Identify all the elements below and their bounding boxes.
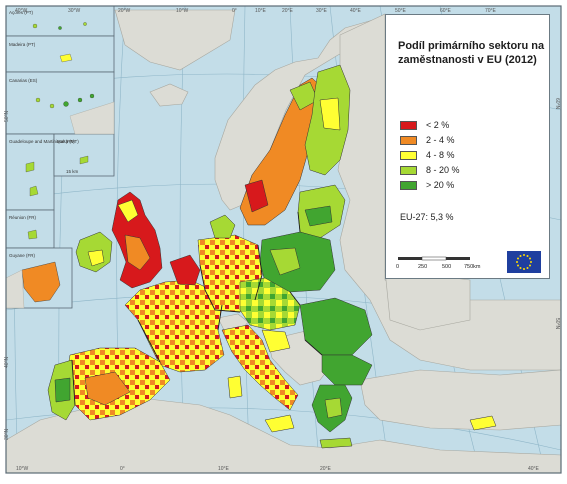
inset-label-azores: Açores (PT) (9, 10, 34, 15)
right-label-0: 60°N (554, 98, 560, 110)
top-label-2: 20°W (118, 8, 131, 14)
legend-panel: Podíl primárního sektoru na zaměstnanost… (385, 14, 550, 279)
legend-item-4-8: 4 - 8 % (400, 150, 455, 160)
legend-swatch (400, 120, 417, 130)
legend-label: 4 - 8 % (426, 150, 455, 160)
top-label-7: 30°E (316, 8, 328, 14)
bottom-label-1: 0° (120, 466, 125, 472)
scale-tick: 500 (442, 264, 451, 270)
inset-scale-label: 15 km (66, 169, 79, 174)
top-label-1: 30°W (68, 8, 81, 14)
eu-flag-icon (507, 251, 541, 273)
legend-label: 2 - 4 % (426, 135, 455, 145)
top-label-9: 50°E (395, 8, 407, 14)
inset-labels: Açores (PT) Madeira (PT) Canarias (ES) G… (9, 10, 79, 258)
top-label-4: 0° (232, 8, 237, 14)
scale-tick: 750km (464, 264, 481, 270)
scale-segment (421, 256, 447, 261)
legend-swatch (400, 150, 417, 160)
right-label-1: 50°N (554, 318, 560, 330)
scale-segment (398, 257, 422, 260)
scale-tick: 0 (396, 264, 399, 270)
top-label-8: 40°E (350, 8, 362, 14)
map-title: Podíl primárního sektoru na zaměstnanost… (398, 40, 545, 66)
left-label-0: 50°N (4, 110, 10, 122)
eu-land (47, 64, 497, 449)
left-label-2: 30°N (4, 428, 10, 440)
top-label-10: 60°E (440, 8, 452, 14)
legend-swatch (400, 135, 417, 145)
inset-label-guyane: Guyane (FR) (9, 253, 36, 258)
legend-label: < 2 % (426, 120, 450, 130)
country-borders (71, 211, 323, 406)
legend-label: > 20 % (426, 180, 455, 190)
legend-item-lt2: < 2 % (400, 120, 449, 130)
legend-label: 8 - 20 % (426, 165, 460, 175)
bottom-label-0: 10°W (16, 466, 29, 472)
bottom-label-3: 20°E (320, 466, 332, 472)
scale-tick: 250 (418, 264, 427, 270)
inset-label-canarias: Canarias (ES) (9, 78, 38, 83)
eu-total: EU-27: 5,3 % (400, 212, 454, 222)
scale-bar: 0 250 500 750km (396, 256, 481, 270)
legend-item-2-4: 2 - 4 % (400, 135, 455, 145)
scale-segment (446, 257, 470, 260)
inset-label-guadeloupe: Guadeloupe and Martinique (FR) (9, 139, 75, 144)
inset-label-malta: Malta (MT) (57, 139, 79, 144)
left-label-1: 40°N (4, 356, 10, 368)
legend-item-gt20: > 20 % (400, 180, 454, 190)
top-label-3: 10°W (176, 8, 189, 14)
top-label-6: 20°E (282, 8, 294, 14)
bottom-label-2: 10°E (218, 466, 230, 472)
legend-item-8-20: 8 - 20 % (400, 165, 460, 175)
top-label-0: 40°W (15, 8, 28, 14)
map-border (5, 5, 562, 474)
top-label-5: 10°E (255, 8, 267, 14)
top-label-11: 70°E (485, 8, 497, 14)
non-eu-land (5, 9, 562, 474)
legend-swatch (400, 165, 417, 175)
graticule-labels: 40°W 30°W 20°W 10°W 0° 10°E 20°E 30°E 40… (4, 8, 560, 472)
inset-label-madeira: Madeira (PT) (9, 42, 36, 47)
legend-swatch (400, 180, 417, 190)
inset-label-reunion: Réunion (FR) (9, 215, 37, 220)
bottom-label-4: 40°E (528, 466, 540, 472)
